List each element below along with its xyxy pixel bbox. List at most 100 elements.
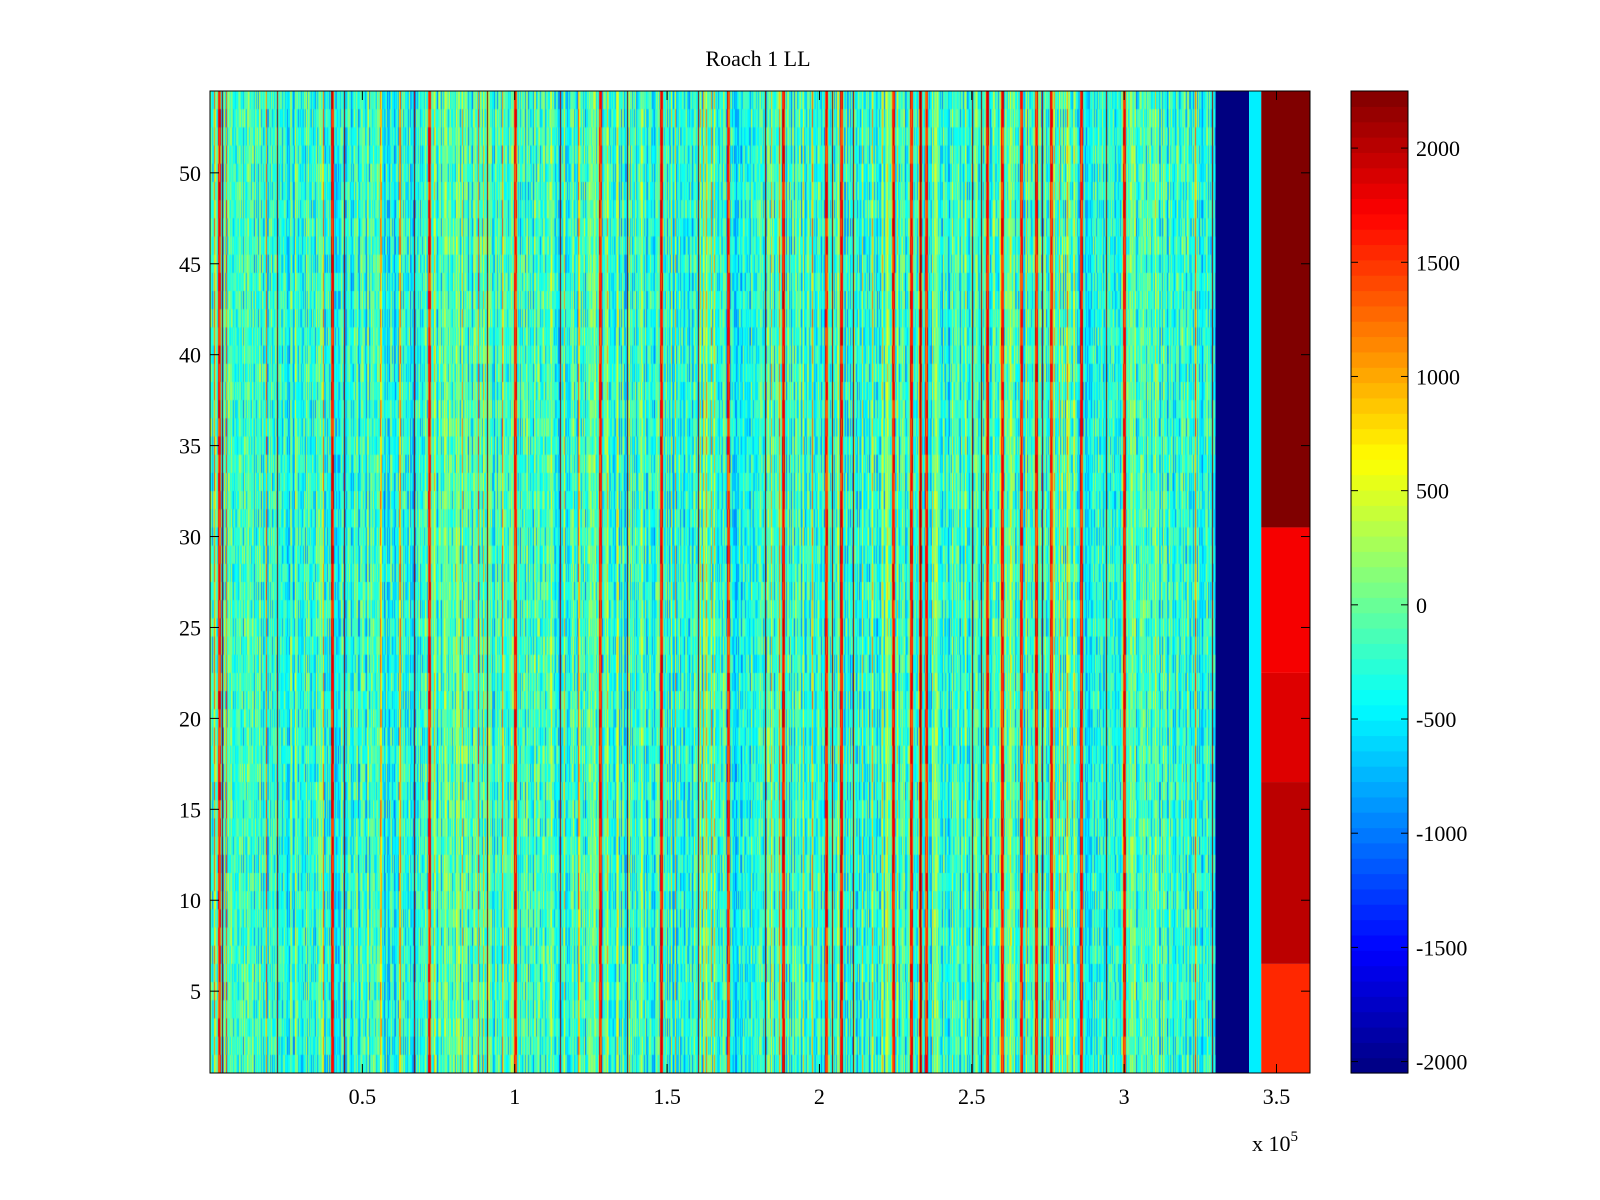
colorbar-step	[1351, 674, 1408, 691]
colorbar-step	[1351, 198, 1408, 215]
plot-area-frame	[209, 90, 1311, 1074]
colorbar-step	[1351, 351, 1408, 368]
colorbar-step	[1351, 121, 1408, 138]
colorbar-step	[1351, 904, 1408, 921]
colorbar-step	[1351, 643, 1408, 660]
colorbar-step	[1351, 750, 1408, 767]
colorbar-step	[1351, 137, 1408, 153]
colorbar-step	[1351, 766, 1408, 783]
colorbar-step	[1351, 1011, 1408, 1028]
chart-title: Roach 1 LL	[705, 46, 810, 71]
colorbar-step	[1351, 965, 1408, 982]
colorbar-step	[1351, 321, 1408, 338]
colorbar-step	[1351, 167, 1408, 184]
colorbar-step	[1351, 505, 1408, 522]
colorbar-step	[1351, 91, 1408, 107]
colorbar-step	[1351, 796, 1408, 813]
colorbar-step	[1351, 689, 1408, 706]
colorbar-step	[1351, 183, 1408, 200]
red-band-segment	[1261, 91, 1310, 528]
y-tick-label: 25	[179, 615, 201, 640]
colorbar-step	[1351, 459, 1408, 476]
colorbar-step	[1351, 106, 1408, 123]
colorbar-step	[1351, 397, 1408, 414]
colorbar	[1351, 91, 1408, 1074]
colorbar-step	[1351, 1026, 1408, 1043]
y-tick-label: 50	[179, 161, 201, 186]
colorbar-step	[1351, 873, 1408, 890]
colorbar-step	[1351, 858, 1408, 875]
colorbar-step	[1351, 152, 1408, 169]
colorbar-step	[1351, 812, 1408, 829]
colorbar-step	[1351, 305, 1408, 322]
x-exponent-label: x 105	[1252, 1129, 1298, 1156]
colorbar-step	[1351, 566, 1408, 583]
colorbar-step	[1351, 628, 1408, 644]
colorbar-step	[1351, 597, 1408, 614]
red-band-segment	[1261, 963, 1310, 1073]
colorbar-tick-label: 500	[1416, 479, 1449, 504]
colorbar-step	[1351, 720, 1408, 737]
y-axis: 5 10 15 20 25 30 35 40 45 50	[179, 161, 1310, 1004]
colorbar-tick-label: -1500	[1416, 935, 1467, 960]
x-tick-label: 1	[509, 1084, 520, 1109]
y-tick-label: 10	[179, 888, 201, 913]
y-tick-label: 30	[179, 525, 201, 550]
y-tick-label: 15	[179, 797, 201, 822]
colorbar-step	[1351, 213, 1408, 230]
red-band-segment	[1261, 527, 1310, 673]
x-tick-label: 2	[814, 1084, 825, 1109]
y-tick-label: 35	[179, 434, 201, 459]
colorbar-step	[1351, 827, 1408, 844]
colorbar-step	[1351, 290, 1408, 307]
colorbar-tick-label: -500	[1416, 707, 1456, 732]
red-band-segment	[1261, 782, 1310, 964]
red-band-segment	[1261, 672, 1310, 783]
colorbar-step	[1351, 582, 1408, 598]
y-tick-label: 45	[179, 252, 201, 277]
x-tick-label: 0.5	[349, 1084, 377, 1109]
x-tick-label: 3	[1119, 1084, 1130, 1109]
colorbar-step	[1351, 367, 1408, 384]
x-tick-label: 3.5	[1263, 1084, 1291, 1109]
colorbar-step	[1351, 950, 1408, 967]
x-tick-label: 2.5	[958, 1084, 986, 1109]
colorbar-tick-label: -2000	[1416, 1050, 1467, 1075]
colorbar-step	[1351, 275, 1408, 292]
colorbar-step	[1351, 704, 1408, 721]
colorbar-tick-label: 2000	[1416, 136, 1460, 161]
colorbar-step	[1351, 781, 1408, 798]
colorbar-step	[1351, 244, 1408, 261]
colorbar-tick-label: 1000	[1416, 364, 1460, 389]
heatmap-bands	[1215, 91, 1310, 1073]
colorbar-step	[1351, 996, 1408, 1013]
colorbar-step	[1351, 474, 1408, 491]
colorbar-tick-label: -1000	[1416, 821, 1467, 846]
colorbar-step	[1351, 520, 1408, 537]
x-tick-label: 1.5	[653, 1084, 681, 1109]
colorbar-step	[1351, 842, 1408, 859]
heatmap-image	[210, 91, 1310, 1073]
y-tick-label: 40	[179, 343, 201, 368]
colorbar-step	[1351, 612, 1408, 629]
blue-band	[1215, 91, 1250, 1073]
colorbar-tick-label: 0	[1416, 593, 1427, 618]
gap-band	[1249, 91, 1262, 1073]
heatmap-cells	[210, 91, 1310, 1073]
colorbar-step	[1351, 980, 1408, 997]
colorbar-step	[1351, 934, 1408, 951]
colorbar-step	[1351, 919, 1408, 936]
colorbar-step	[1351, 658, 1408, 675]
colorbar-step	[1351, 735, 1408, 752]
colorbar-step	[1351, 413, 1408, 430]
colorbar-step	[1351, 551, 1408, 568]
x-axis: 0.5 1 1.5 2 2.5 3 3.5	[349, 91, 1291, 1109]
colorbar-frame	[1350, 90, 1409, 1074]
colorbar-tick-label: 1500	[1416, 250, 1460, 275]
colorbar-step	[1351, 428, 1408, 445]
colorbar-axis: -2000 -1500 -1000 -500 0 500 1000 1500 2000	[1351, 136, 1467, 1075]
colorbar-step	[1351, 535, 1408, 552]
colorbar-step	[1351, 229, 1408, 246]
colorbar-step	[1351, 259, 1408, 276]
